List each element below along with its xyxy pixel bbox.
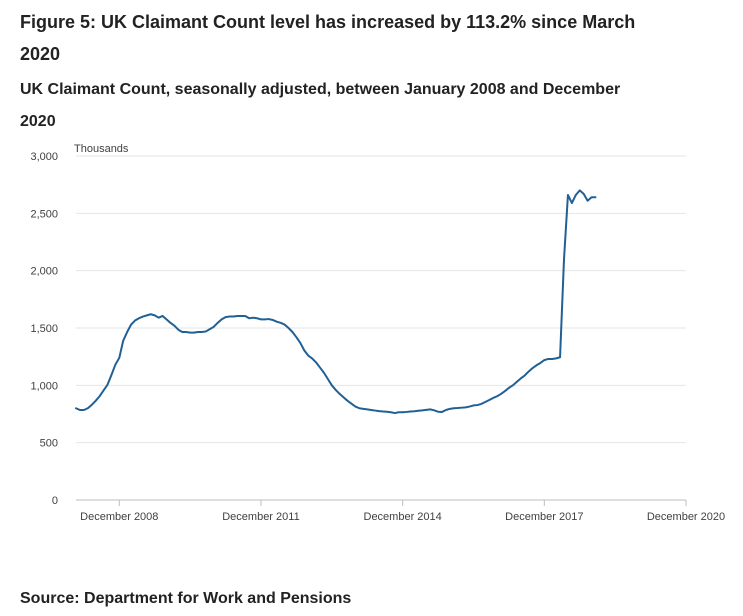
x-tick-label: December 2014 [364, 511, 442, 523]
line-chart: 0 500 1,000 1,500 2,000 2,500 3,000 Thousands De… [30, 143, 725, 523]
y-tick-label: 2,500 [30, 208, 58, 220]
y-tick-label: 2,000 [30, 266, 58, 278]
y-tick-label: 500 [40, 438, 58, 450]
y-tick-label: 1,500 [30, 323, 58, 335]
y-tick-label: 1,000 [30, 380, 58, 392]
x-tick-label: December 2011 [222, 511, 299, 523]
figure-title: Figure 5: UK Claimant Count level has in… [20, 12, 636, 64]
source-note: Source: Department for Work and Pensions [20, 590, 352, 607]
axis-layer [76, 499, 687, 506]
series-line-claimant-count [75, 189, 597, 415]
label-layer: 0 500 1,000 1,500 2,000 2,500 3,000 Thousands De… [30, 143, 725, 523]
x-tick-label: December 2020 [647, 511, 725, 523]
y-tick-label: 0 [52, 495, 58, 507]
x-tick-label: December 2017 [505, 511, 583, 523]
y-tick-label: 3,000 [30, 151, 58, 163]
chart-subtitle: UK Claimant Count, seasonally adjusted, … [20, 81, 621, 130]
series-layer [75, 189, 597, 415]
x-tick-label: December 2008 [80, 511, 158, 523]
grid-layer [76, 155, 686, 444]
y-axis-unit-label: Thousands [74, 143, 129, 155]
